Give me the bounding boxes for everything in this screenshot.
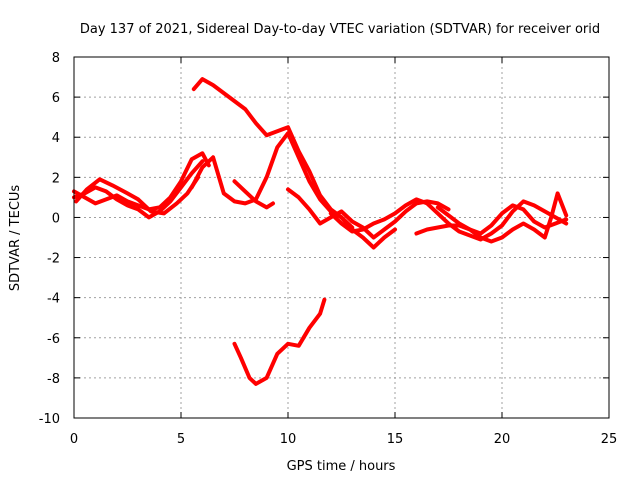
series-line-arc7: [232, 179, 275, 210]
series-group: [72, 77, 569, 386]
x-tick-label: 5: [177, 432, 185, 447]
series-line-arc2: [72, 151, 211, 212]
y-tick-label: -10: [39, 412, 60, 427]
y-axis-label: SDTVAR / TECUs: [8, 185, 23, 292]
y-tick-label: 4: [52, 131, 60, 146]
x-tick-label: 15: [387, 432, 404, 447]
chart-title: Day 137 of 2021, Sidereal Day-to-day VTE…: [80, 22, 600, 37]
x-axis-label: GPS time / hours: [287, 459, 396, 474]
grid: [74, 57, 609, 418]
x-tick-label: 25: [601, 432, 618, 447]
series-line-arc6: [232, 297, 327, 386]
y-tick-label: 6: [52, 91, 60, 106]
x-tick-label: 0: [70, 432, 78, 447]
x-tick-label: 10: [280, 432, 297, 447]
y-tick-label: -8: [47, 372, 60, 387]
series-line-arc11: [435, 203, 569, 236]
y-tick-label: -4: [47, 292, 60, 307]
x-tick-label: 20: [494, 432, 511, 447]
series-line-arc3: [74, 175, 201, 216]
y-tick-label: 0: [52, 211, 60, 226]
y-tick-label: 8: [52, 51, 60, 66]
series-line-arc4: [189, 131, 397, 250]
y-tick-label: -2: [47, 252, 60, 267]
y-tick-label: -6: [47, 332, 60, 347]
series-line-arc1: [72, 159, 205, 220]
y-tick-label: 2: [52, 171, 60, 186]
plot-frame: [73, 56, 610, 419]
axis-ticks: 0 5 10 15 20 25 -10 -8 -6 -4 -2 0 2 4 6 8: [39, 51, 618, 447]
series-line-arc5: [191, 77, 355, 230]
